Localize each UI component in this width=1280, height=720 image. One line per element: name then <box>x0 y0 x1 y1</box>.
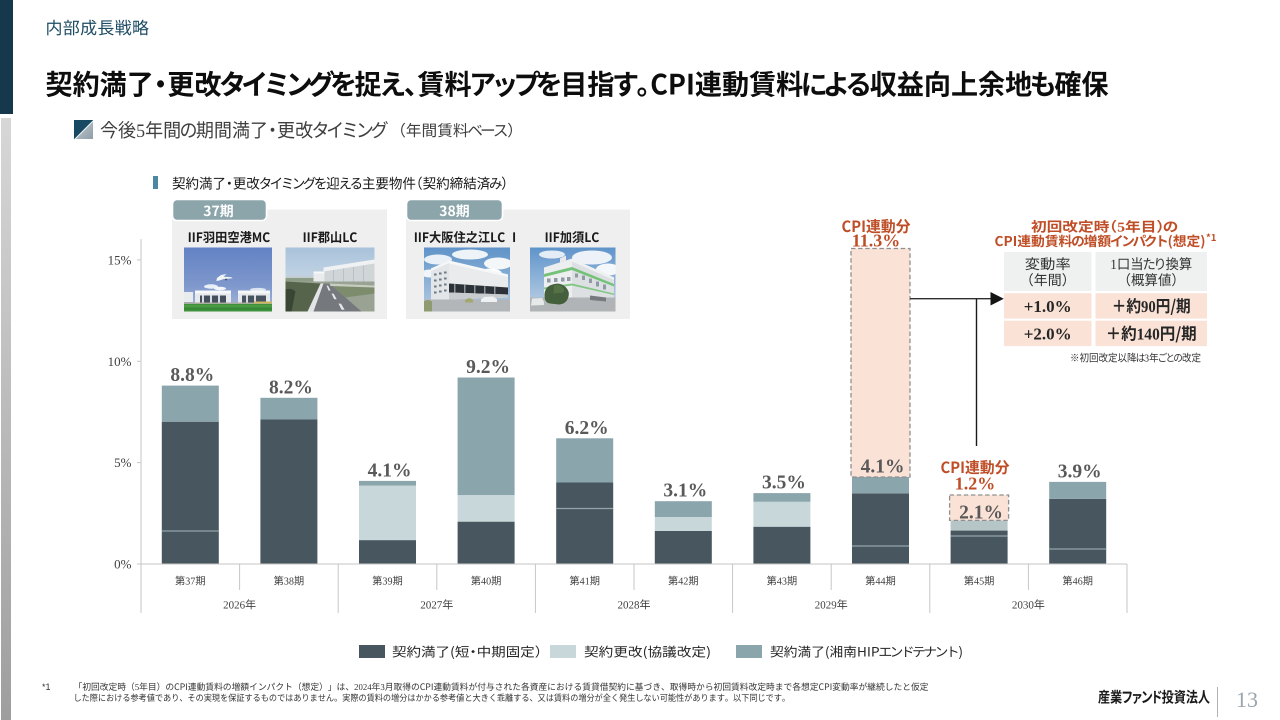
svg-text:13: 13 <box>1236 687 1258 712</box>
svg-text:1.2%: 1.2% <box>955 474 996 494</box>
svg-text:+1.0%: +1.0% <box>1024 297 1072 316</box>
svg-text:3.1%: 3.1% <box>663 481 707 502</box>
svg-text:*1: *1 <box>42 682 51 692</box>
svg-text:8.2%: 8.2% <box>269 377 313 398</box>
svg-text:11.3%: 11.3% <box>852 231 901 251</box>
svg-text:10%: 10% <box>108 354 132 369</box>
svg-text:3.9%: 3.9% <box>1058 461 1102 482</box>
svg-text:0%: 0% <box>114 557 132 572</box>
svg-text:15%: 15% <box>108 252 132 267</box>
svg-text:8.8%: 8.8% <box>170 365 214 386</box>
svg-text:6.2%: 6.2% <box>565 418 609 439</box>
svg-text:2.1%: 2.1% <box>959 503 1003 524</box>
svg-text:+2.0%: +2.0% <box>1024 325 1072 344</box>
svg-text:5%: 5% <box>114 455 132 470</box>
svg-text:4.1%: 4.1% <box>861 457 905 478</box>
svg-text:4.1%: 4.1% <box>368 460 412 481</box>
svg-text:9.2%: 9.2% <box>466 357 510 378</box>
svg-text:3.5%: 3.5% <box>762 473 806 494</box>
